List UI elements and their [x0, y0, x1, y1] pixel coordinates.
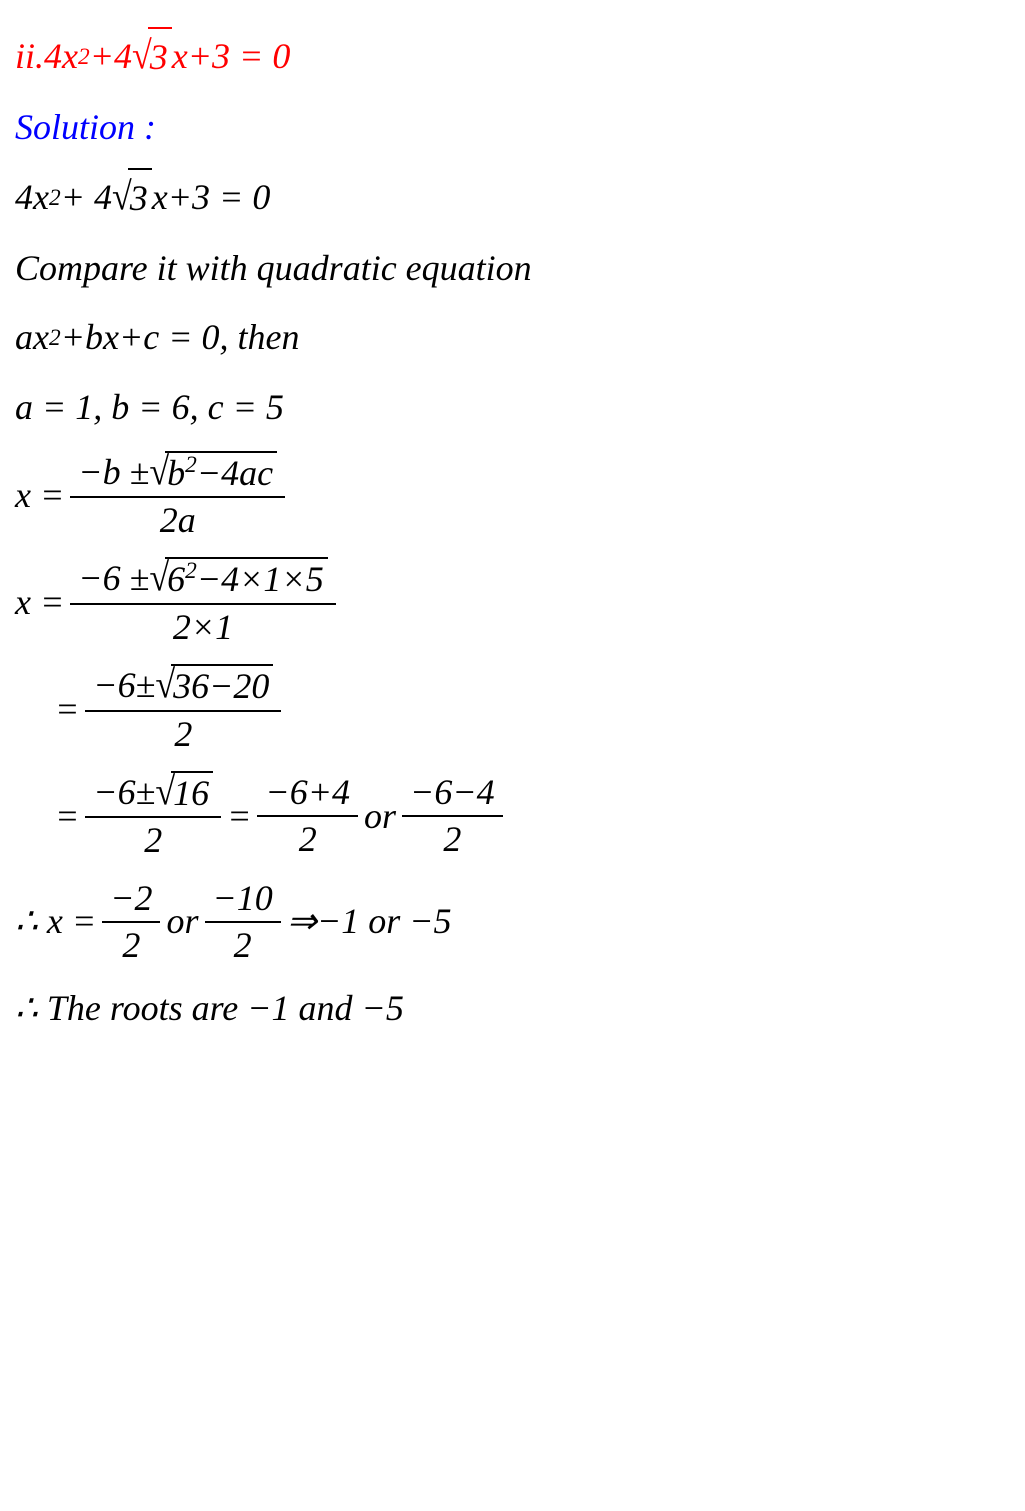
compare-text: Compare it with quadratic equation: [15, 240, 1010, 298]
formula-fraction: −b ± √b2−4ac 2a: [70, 449, 285, 544]
simplify-step-1: = −6± √36−20 2: [15, 662, 1010, 757]
title-4x: 4x: [44, 28, 78, 86]
title-plus4: +4: [90, 28, 132, 86]
simplify-step-2: = −6± √16 2 = −6+4 2 or −6−4 2: [15, 769, 1010, 864]
sub-fraction: −6 ± √62−4×1×5 2×1: [70, 555, 335, 650]
problem-title: ii. 4x2+4 √3 x+3 = 0: [15, 27, 1010, 87]
quadratic-formula: x = −b ± √b2−4ac 2a: [15, 449, 1010, 544]
title-sqrt: √3: [132, 27, 172, 87]
coefficients: a = 1, b = 6, c = 5: [15, 379, 1010, 437]
title-rest: x+3 = 0: [172, 28, 291, 86]
conclusion: ∴ The roots are −1 and −5: [15, 980, 1010, 1038]
title-prefix: ii.: [15, 28, 44, 86]
equation-restated: 4x2+ 4 √3 x+3 = 0: [15, 168, 1010, 228]
solution-label: Solution :: [15, 99, 1010, 157]
standard-form: ax2+bx+c = 0, then: [15, 309, 1010, 367]
therefore-values: ∴ x = −2 2 or −10 2 ⇒−1 or −5: [15, 876, 1010, 969]
substituted-formula: x = −6 ± √62−4×1×5 2×1: [15, 555, 1010, 650]
eq1-sqrt: √3: [112, 168, 152, 228]
